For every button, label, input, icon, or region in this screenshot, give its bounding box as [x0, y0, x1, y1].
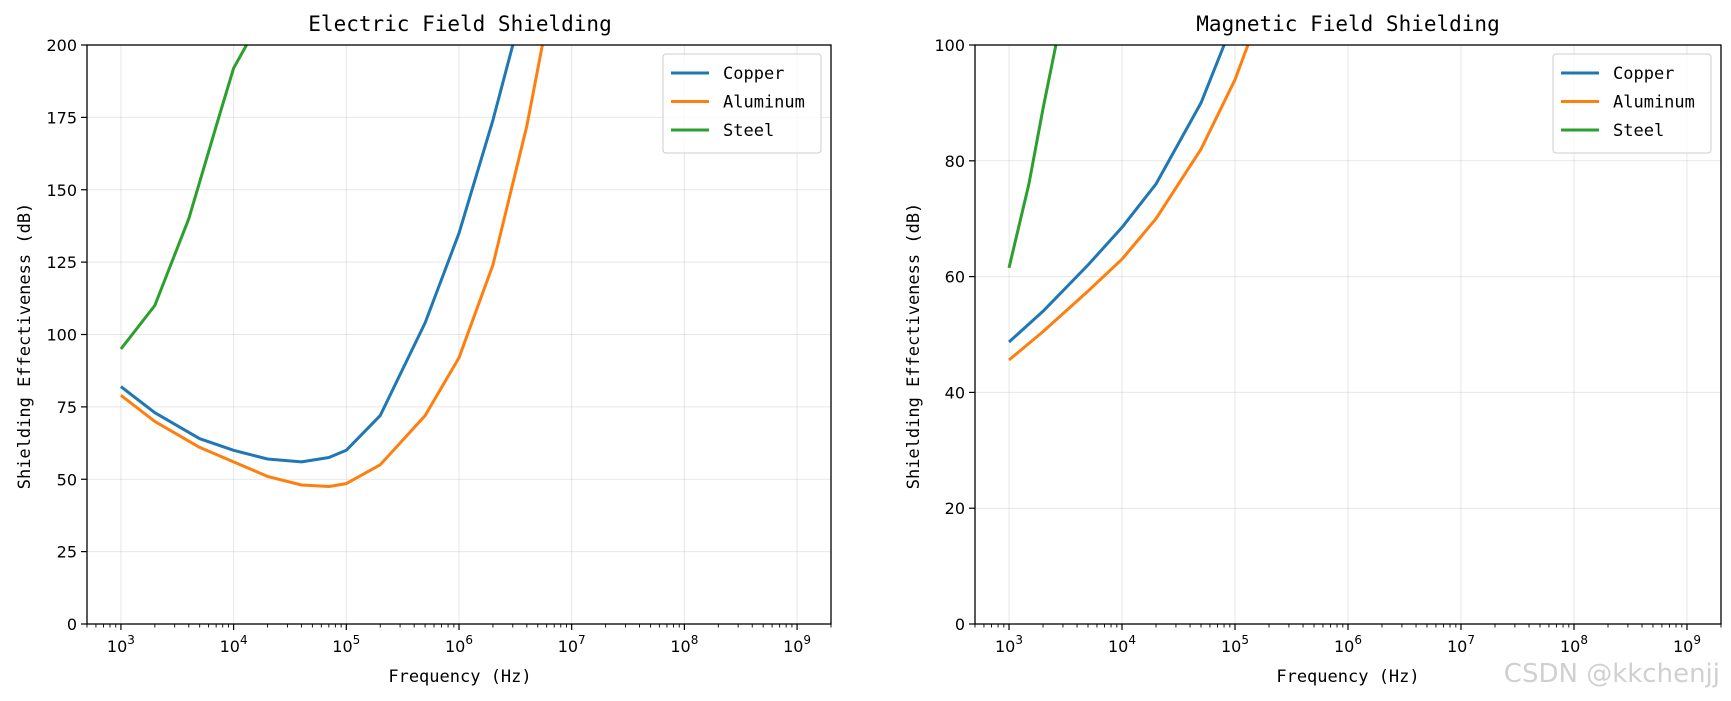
electric-y-tick-label: 150 — [46, 181, 77, 200]
electric-series-group — [119, 45, 544, 488]
electric-line-aluminum — [119, 45, 544, 488]
electric-legend: Copper Aluminum Steel — [662, 53, 822, 154]
electric-x-tick-label: 107 — [558, 633, 586, 656]
magnetic-x-tick-label: 108 — [1560, 633, 1588, 656]
electric-x-tick-label: 106 — [445, 633, 473, 656]
magnetic-x-tick-label: 105 — [1221, 633, 1249, 656]
electric-y-tick-label: 0 — [67, 615, 77, 634]
electric-line-copper — [119, 45, 515, 464]
magnetic-line-copper — [1007, 45, 1226, 344]
electric-y-tick-label: 200 — [46, 36, 77, 55]
electric-legend-label-copper: Copper — [723, 64, 784, 84]
electric-y-axis-label: Shielding Effectiveness (dB) — [15, 203, 35, 490]
magnetic-line-steel — [1007, 45, 1058, 269]
magnetic-legend-box — [1552, 53, 1712, 154]
magnetic-x-tick-label: 106 — [1334, 633, 1362, 656]
electric-legend-label-steel: Steel — [723, 121, 774, 141]
magnetic-y-axis-label: Shielding Effectiveness (dB) — [904, 203, 924, 490]
magnetic-y-tick-label: 0 — [955, 615, 965, 634]
magnetic-y-tick-label: 20 — [945, 499, 965, 518]
magnetic-y-ticks: 0 20 40 60 80 100 — [934, 36, 975, 634]
electric-legend-box — [662, 53, 822, 154]
electric-x-axis-label: Frequency (Hz) — [388, 667, 531, 687]
electric-y-tick-label: 50 — [57, 470, 77, 489]
electric-x-tick-label: 104 — [220, 633, 248, 656]
magnetic-line-aluminum — [1008, 45, 1250, 362]
magnetic-legend-label-copper: Copper — [1613, 64, 1674, 84]
magnetic-chart-title: Magnetic Field Shielding — [1196, 12, 1499, 36]
magnetic-legend: Copper Aluminum Steel — [1552, 53, 1712, 154]
magnetic-legend-label-aluminum: Aluminum — [1613, 93, 1695, 113]
electric-y-tick-label: 175 — [46, 108, 77, 127]
magnetic-y-tick-label: 80 — [945, 152, 965, 171]
magnetic-y-tick-label: 100 — [934, 36, 965, 55]
magnetic-x-tick-label: 107 — [1447, 633, 1475, 656]
electric-y-tick-label: 100 — [46, 326, 77, 345]
electric-y-ticks: 0 25 50 75 100 125 150 175 200 — [46, 36, 87, 634]
electric-y-tick-label: 125 — [46, 253, 77, 272]
electric-x-tick-label: 103 — [107, 633, 135, 656]
electric-x-tick-label: 105 — [332, 633, 360, 656]
electric-x-ticks: 103 104 105 106 107 108 109 — [86, 624, 832, 656]
magnetic-y-tick-label: 40 — [945, 383, 965, 402]
electric-field-panel: Electric Field Shielding Frequency (Hz) … — [15, 12, 832, 687]
electric-x-tick-label: 109 — [783, 633, 811, 656]
electric-line-steel — [119, 45, 248, 350]
magnetic-x-tick-label: 103 — [995, 633, 1023, 656]
electric-chart-title: Electric Field Shielding — [308, 12, 611, 36]
electric-legend-label-aluminum: Aluminum — [723, 93, 805, 113]
watermark-text: CSDN @kkchenjj — [1504, 659, 1720, 689]
magnetic-x-tick-label: 104 — [1108, 633, 1136, 656]
magnetic-x-tick-label: 109 — [1673, 633, 1701, 656]
magnetic-legend-label-steel: Steel — [1613, 121, 1664, 141]
electric-y-tick-label: 25 — [57, 543, 77, 562]
magnetic-x-ticks: 103 104 105 106 107 108 109 — [974, 624, 1722, 656]
magnetic-y-tick-label: 60 — [945, 268, 965, 287]
electric-y-tick-label: 75 — [57, 398, 77, 417]
magnetic-field-panel: Magnetic Field Shielding Frequency (Hz) … — [904, 12, 1722, 687]
electric-x-tick-label: 108 — [670, 633, 698, 656]
magnetic-x-axis-label: Frequency (Hz) — [1276, 667, 1419, 687]
magnetic-series-group — [1007, 45, 1250, 362]
